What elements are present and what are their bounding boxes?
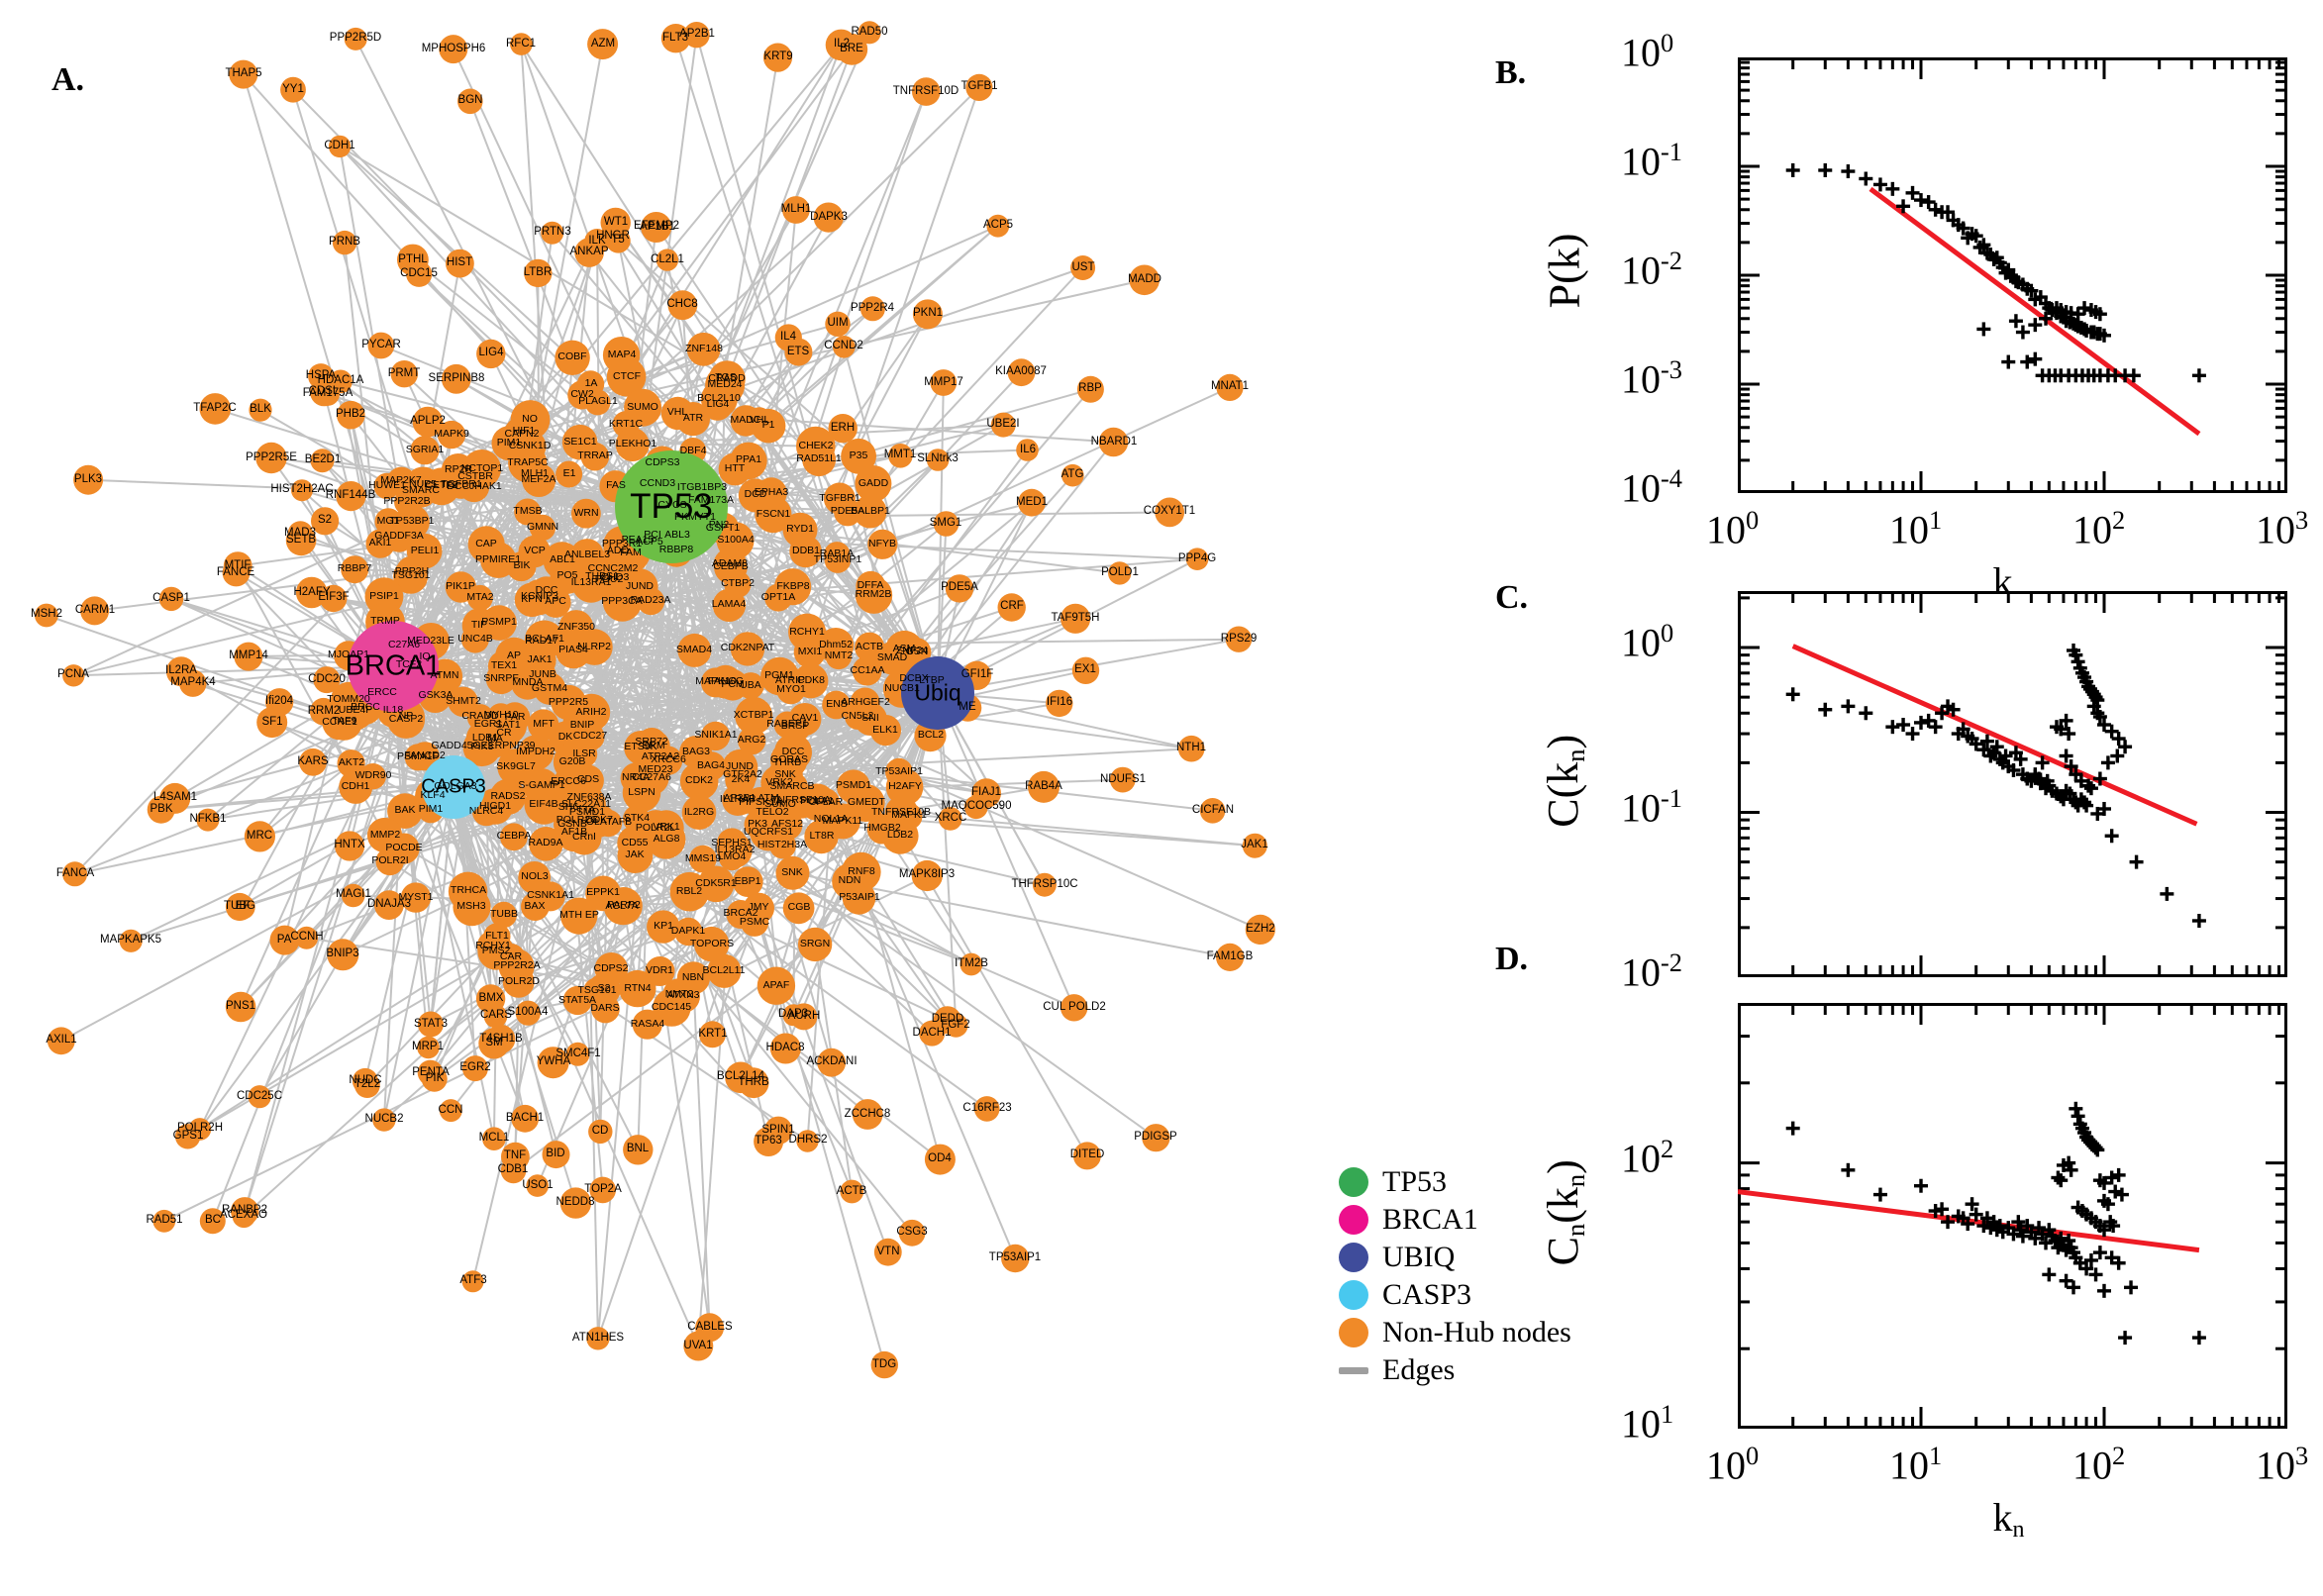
network-graph (35, 21, 1275, 1379)
legend-item-tp53: TP53 (1339, 1163, 1566, 1201)
x-tick-label: 103 (2256, 505, 2309, 552)
y-tick-label: 10-2 (1621, 948, 1682, 995)
legend-item-ubiq: UBIQ (1339, 1239, 1566, 1276)
edge-swatch-icon (1339, 1366, 1368, 1374)
x-tick-label: 100 (1706, 505, 1760, 552)
panel-d-frame (1738, 1003, 2287, 1429)
legend-item-non-hub-nodes: Non-Hub nodes (1339, 1314, 1571, 1351)
hub-node-casp3 (422, 755, 485, 819)
legend-item-label: Edges (1382, 1353, 1456, 1386)
x-tick-label: 103 (2256, 1441, 2309, 1488)
panel-c-plot-area (1738, 591, 2287, 977)
panel-c-ylabel: C(kn) (1539, 734, 1590, 828)
panel-b-ylabel: P(k) (1540, 233, 1589, 309)
y-tick-label: 10-3 (1621, 354, 1682, 402)
y-tick-label: 10-1 (1621, 782, 1682, 830)
panel-c-frame (1738, 591, 2287, 977)
x-tick-label: 102 (2072, 1441, 2126, 1488)
hub-node-tp53 (615, 450, 728, 563)
y-tick-label: 100 (1621, 28, 1674, 75)
x-tick-label: 101 (1889, 1441, 1943, 1488)
panel-b-letter: B. (1495, 54, 1527, 91)
panel-d-xlabel: kn (1992, 1495, 2025, 1543)
legend-item-label: Non-Hub nodes (1382, 1316, 1571, 1348)
node-swatch-icon (1339, 1243, 1368, 1272)
network-panel: A. TAF9 ABL3 MAP4 DHRS2 MAGI1 CC1AA ALG8 CDC145… (31, 21, 1275, 1379)
hub-node-brca1 (348, 621, 439, 712)
hub-node-ubiq (901, 656, 974, 730)
legend-item-label: CASP3 (1382, 1278, 1472, 1311)
x-tick-label: 101 (1889, 505, 1943, 552)
legend: TP53 BRCA1 UBIQ CASP3 Non-Hub nodes Edges (1339, 1163, 1571, 1389)
legend-item-edges: Edges (1339, 1351, 1566, 1389)
node-swatch-icon (1339, 1280, 1368, 1310)
legend-item-label: UBIQ (1382, 1241, 1456, 1273)
y-tick-label: 101 (1621, 1399, 1674, 1446)
panel-d-letter: D. (1495, 941, 1529, 977)
panel-b-plot-area (1738, 57, 2287, 493)
node-swatch-icon (1339, 1167, 1368, 1197)
legend-item-label: TP53 (1382, 1165, 1448, 1198)
legend-item-label: BRCA1 (1382, 1203, 1478, 1236)
node-swatch-icon (1339, 1318, 1368, 1347)
y-tick-label: 10-4 (1621, 463, 1682, 511)
legend-item-casp3: CASP3 (1339, 1276, 1566, 1314)
node-swatch-icon (1339, 1205, 1368, 1235)
panel-d-ylabel: Cn(kn) (1539, 1159, 1590, 1266)
y-tick-label: 10-1 (1621, 137, 1682, 184)
x-tick-label: 102 (2072, 505, 2126, 552)
y-tick-label: 10-2 (1621, 246, 1682, 293)
legend-item-brca1: BRCA1 (1339, 1201, 1566, 1239)
panel-d-plot-area (1738, 1003, 2287, 1429)
y-tick-label: 100 (1621, 618, 1674, 665)
y-tick-label: 102 (1621, 1133, 1674, 1180)
panel-a-letter: A. (51, 61, 85, 98)
hub-nodes (348, 450, 974, 819)
panel-c-letter: C. (1495, 579, 1529, 616)
x-tick-label: 100 (1706, 1441, 1760, 1488)
